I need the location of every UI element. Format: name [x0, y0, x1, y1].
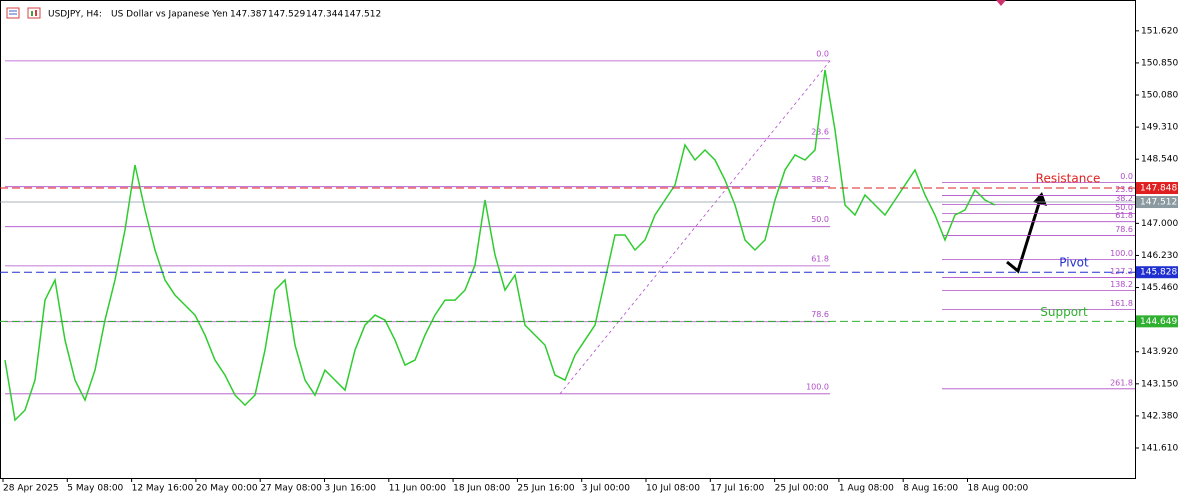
x-tick-label: 8 Aug 16:00	[903, 484, 958, 494]
fib-label: 161.8	[1110, 299, 1133, 308]
x-tick-label: 25 Jul 00:00	[775, 484, 829, 494]
fib-label: 78.6	[1115, 225, 1133, 234]
price-tag-label: 147.848	[1140, 184, 1177, 194]
x-tick-label: 10 Jul 08:00	[646, 484, 700, 494]
y-tick-label: 143.920	[1141, 347, 1178, 357]
fib-label: 23.6	[811, 127, 829, 136]
price-tag-label: 145.828	[1140, 268, 1177, 278]
y-tick-label: 143.150	[1141, 379, 1178, 389]
x-tick-label: 25 Jun 16:00	[517, 484, 574, 494]
fib-label: 61.8	[811, 254, 829, 263]
header-icons	[6, 7, 41, 19]
fib-label: 138.2	[1110, 280, 1133, 289]
price-tag	[1136, 196, 1178, 209]
description: US Dollar vs Japanese Yen	[111, 10, 228, 20]
ohlc-value: 147.387	[230, 10, 267, 20]
x-tick-label: 27 May 08:00	[260, 484, 322, 494]
x-tick-label: 28 Apr 2025	[3, 484, 59, 494]
y-tick-label: 147.000	[1141, 219, 1178, 229]
y-tick-label: 145.460	[1141, 283, 1178, 293]
fib-label: 50.0	[1115, 203, 1133, 212]
ohlc-value: 147.529	[268, 10, 305, 20]
fib-label: 38.2	[811, 175, 829, 184]
plot-frame	[0, 0, 1136, 479]
y-tick-label: 150.080	[1141, 91, 1178, 101]
y-tick-label: 151.620	[1141, 26, 1178, 36]
fib-label: 0.0	[1120, 172, 1133, 181]
fib-label: 261.8	[1110, 378, 1133, 387]
x-tick-label: 12 May 16:00	[132, 484, 194, 494]
x-tick-label: 18 Aug 00:00	[968, 484, 1029, 494]
marker	[996, 0, 1006, 6]
price-tag	[1136, 266, 1178, 279]
arrow-head	[1033, 192, 1047, 206]
price-tag-label: 144.649	[1140, 317, 1177, 327]
arrow	[1006, 199, 1042, 274]
x-tick-label: 5 May 08:00	[67, 484, 123, 494]
y-tick-label: 146.230	[1141, 251, 1178, 261]
x-tick-label: 18 Jun 08:00	[453, 484, 510, 494]
x-tick-label: 3 Jul 00:00	[582, 484, 631, 494]
x-tick-label: 11 Jun 00:00	[389, 484, 446, 494]
level-label: Pivot	[1059, 256, 1089, 270]
x-tick-label: 20 May 00:00	[196, 484, 258, 494]
fib-label: 0.0	[816, 49, 829, 58]
y-tick-label: 142.380	[1141, 411, 1178, 421]
x-tick-label: 3 Jun 16:00	[325, 484, 377, 494]
fib-label: 23.6	[1115, 185, 1133, 194]
x-tick-label: 17 Jul 16:00	[710, 484, 764, 494]
price-tag-label: 147.512	[1140, 198, 1177, 208]
symbol: USDJPY, H4:	[48, 10, 102, 20]
y-tick-label: 150.850	[1141, 58, 1178, 68]
x-tick-label: 1 Aug 08:00	[839, 484, 894, 494]
level-label: Resistance	[1036, 172, 1101, 186]
fib-label: 61.8	[1115, 211, 1133, 220]
fib-label: 38.2	[1115, 194, 1133, 203]
y-tick-label: 148.540	[1141, 155, 1178, 165]
fib-label: 100.0	[806, 382, 829, 391]
fib-label: 50.0	[811, 215, 829, 224]
price-tag	[1136, 315, 1178, 328]
y-tick-label: 141.610	[1141, 443, 1178, 453]
fib-label: 100.0	[1110, 249, 1133, 258]
y-tick-label: 149.310	[1141, 123, 1178, 133]
fib-label: 127.2	[1110, 267, 1133, 276]
fib-label: 78.6	[811, 310, 829, 319]
level-label: Support	[1040, 305, 1088, 319]
price-tag	[1136, 182, 1178, 195]
ohlc-value: 147.512	[344, 10, 381, 20]
ohlc-value: 147.344	[306, 10, 343, 20]
